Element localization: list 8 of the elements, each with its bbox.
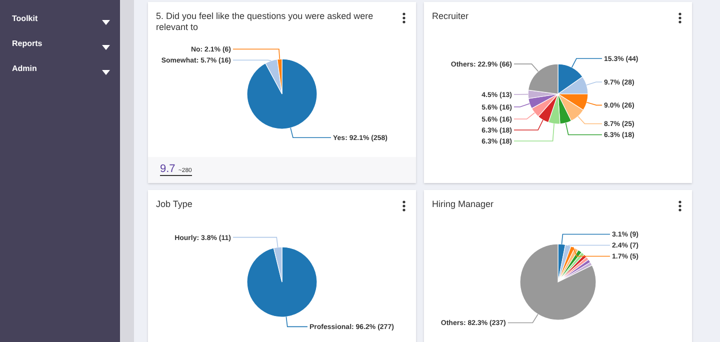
text: Reports	[12, 39, 42, 48]
text: 9.7	[160, 163, 176, 175]
chart-title: Job Type	[156, 199, 194, 210]
chart-title: 5. Did you feel like the questions you were asked were relevant to	[156, 11, 374, 33]
text: Toolkit	[12, 14, 38, 23]
chart-title: Hiring Manager	[432, 199, 495, 210]
chart-title: Recruiter	[432, 11, 470, 22]
text: Admin	[12, 64, 37, 73]
